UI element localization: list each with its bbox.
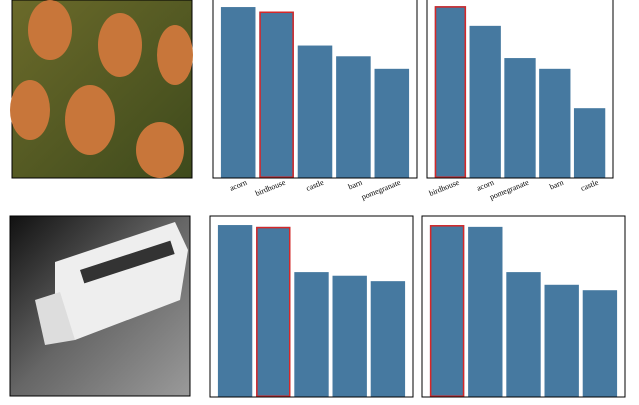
bar [256, 226, 291, 397]
x-tick-label: acorn [475, 178, 495, 193]
bar [217, 225, 253, 397]
photo-bus [9, 215, 191, 397]
bar [297, 45, 333, 178]
bar [374, 68, 410, 178]
x-tick-label: barn [347, 178, 364, 192]
bar [573, 108, 606, 178]
axes-frame [426, 0, 614, 179]
x-tick-label: pomegranate [360, 178, 402, 202]
bar [506, 272, 541, 397]
bar [259, 11, 294, 179]
x-tick-label: pomegranate [488, 178, 530, 202]
bar-highlight [434, 6, 467, 178]
axes-frame [209, 215, 414, 398]
bar [332, 275, 367, 397]
x-tick-label: birdhouse [254, 178, 287, 198]
bar-highlight [259, 11, 294, 179]
bar [336, 56, 371, 178]
bar [220, 7, 256, 179]
bar [429, 225, 465, 397]
bar [468, 226, 503, 397]
x-tick-label: castle [305, 178, 326, 193]
axes-frame [212, 0, 418, 179]
x-tick-label: barn [548, 178, 565, 192]
bar [294, 272, 329, 397]
x-tick-label: birdhouse [428, 178, 461, 198]
bar [469, 25, 501, 178]
x-tick-label: acorn [228, 178, 248, 193]
bar [544, 284, 579, 397]
bar [370, 281, 406, 397]
bar-highlight [429, 225, 465, 397]
photo-ornaments [10, 0, 193, 179]
axes-frame [421, 215, 626, 398]
bar-highlight [256, 226, 291, 397]
bar [504, 58, 536, 178]
bar [582, 290, 618, 397]
bar [539, 68, 571, 178]
x-tick-label: castle [579, 178, 600, 193]
bar [434, 6, 467, 178]
